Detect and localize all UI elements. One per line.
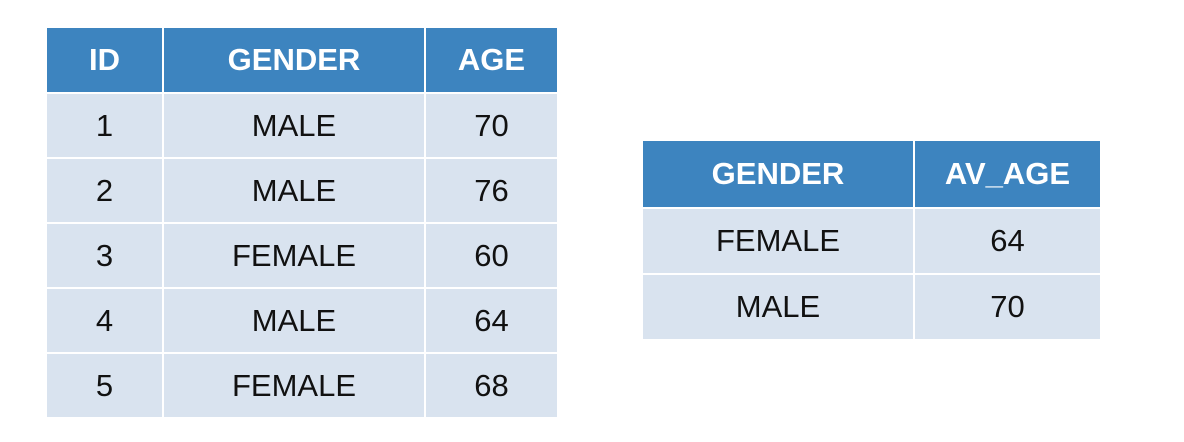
- table-row: MALE 70: [641, 273, 1102, 341]
- cell-gender: FEMALE: [162, 222, 426, 289]
- header-age: AGE: [424, 26, 559, 94]
- result-table: GENDER AV_AGE FEMALE 64 MALE 70: [641, 139, 1102, 341]
- cell-age: 68: [424, 352, 559, 419]
- table-row: 2 MALE 76: [45, 157, 559, 224]
- table-row: 4 MALE 64: [45, 287, 559, 354]
- cell-age: 64: [424, 287, 559, 354]
- cell-age: 76: [424, 157, 559, 224]
- cell-av-age: 70: [913, 273, 1102, 341]
- cell-gender: FEMALE: [641, 207, 915, 275]
- cell-id: 5: [45, 352, 164, 419]
- cell-id: 1: [45, 92, 164, 159]
- result-header-row: GENDER AV_AGE: [641, 139, 1102, 209]
- table-row: FEMALE 64: [641, 207, 1102, 275]
- cell-gender: MALE: [162, 157, 426, 224]
- cell-gender: MALE: [641, 273, 915, 341]
- cell-id: 3: [45, 222, 164, 289]
- table-row: 1 MALE 70: [45, 92, 559, 159]
- table-row: 5 FEMALE 68: [45, 352, 559, 419]
- table-row: 3 FEMALE 60: [45, 222, 559, 289]
- header-gender: GENDER: [162, 26, 426, 94]
- header-av-age: AV_AGE: [913, 139, 1102, 209]
- header-id: ID: [45, 26, 164, 94]
- header-gender: GENDER: [641, 139, 915, 209]
- cell-id: 4: [45, 287, 164, 354]
- cell-gender: MALE: [162, 92, 426, 159]
- cell-age: 70: [424, 92, 559, 159]
- source-table: ID GENDER AGE 1 MALE 70 2 MALE 76 3 FEMA…: [45, 26, 559, 419]
- cell-id: 2: [45, 157, 164, 224]
- cell-av-age: 64: [913, 207, 1102, 275]
- cell-age: 60: [424, 222, 559, 289]
- cell-gender: FEMALE: [162, 352, 426, 419]
- source-header-row: ID GENDER AGE: [45, 26, 559, 94]
- cell-gender: MALE: [162, 287, 426, 354]
